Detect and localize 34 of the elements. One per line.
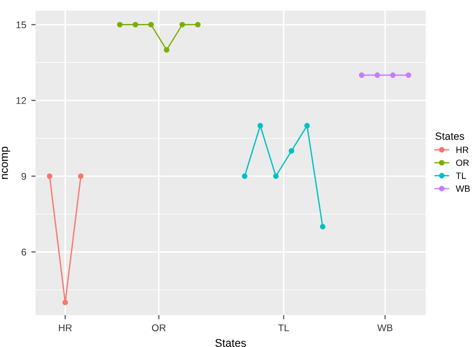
point bbox=[179, 22, 186, 28]
x-axis-title: States bbox=[215, 339, 246, 347]
point bbox=[358, 72, 364, 78]
point bbox=[132, 22, 138, 28]
y-tick-label: 6 bbox=[22, 248, 26, 256]
x-tick-label: WB bbox=[377, 324, 392, 332]
point bbox=[78, 173, 84, 179]
legend-title: States bbox=[435, 132, 464, 140]
x-tick-label: HR bbox=[58, 324, 72, 332]
legend-label: WB bbox=[456, 186, 470, 192]
point bbox=[148, 22, 154, 28]
x-tick-label: OR bbox=[152, 324, 166, 332]
point bbox=[406, 72, 412, 78]
point bbox=[46, 173, 52, 179]
y-axis-title: ncomp bbox=[2, 146, 10, 179]
point bbox=[117, 22, 123, 28]
point bbox=[374, 72, 380, 78]
point bbox=[288, 148, 294, 154]
point bbox=[164, 47, 170, 53]
point bbox=[257, 122, 264, 128]
legend-label: TL bbox=[456, 172, 466, 179]
y-tick-label: 12 bbox=[16, 97, 26, 104]
point bbox=[304, 122, 310, 128]
point bbox=[320, 224, 326, 230]
point bbox=[390, 72, 396, 78]
y-tick-label: 9 bbox=[22, 172, 26, 180]
point bbox=[62, 300, 68, 306]
legend-label: HR bbox=[456, 146, 468, 153]
point bbox=[195, 22, 201, 28]
point bbox=[242, 173, 248, 179]
legend-label: OR bbox=[456, 160, 469, 166]
point bbox=[273, 173, 279, 179]
y-tick-label: 15 bbox=[16, 21, 26, 28]
x-tick-label: TL bbox=[278, 324, 290, 332]
